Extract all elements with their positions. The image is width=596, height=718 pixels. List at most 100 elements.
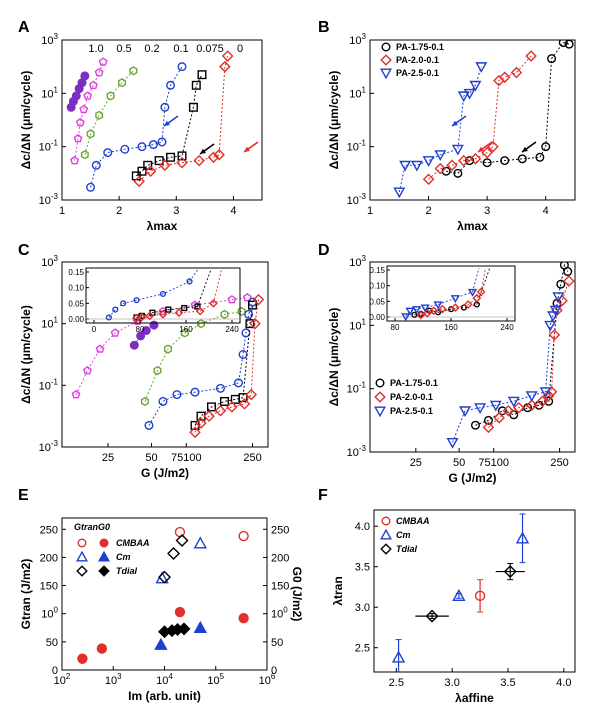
data-point <box>71 389 81 399</box>
data-point <box>158 396 168 406</box>
data-point <box>238 398 251 410</box>
data-point <box>71 91 81 101</box>
inset-point <box>476 287 486 297</box>
y-tick-label: 103 <box>349 254 366 269</box>
x-tick-label: 250 <box>550 457 568 469</box>
data-point <box>536 395 549 408</box>
x-tick-label: 250 <box>243 452 261 464</box>
data-point <box>175 534 189 548</box>
inset-series-line <box>414 304 477 316</box>
legend-entry: PA-2.5-0.1 <box>396 68 439 78</box>
inset-point <box>159 290 167 298</box>
legend-marker <box>76 565 88 577</box>
data-point <box>190 387 200 397</box>
data-point <box>552 292 565 303</box>
data-point <box>215 383 225 393</box>
data-point <box>166 80 176 90</box>
data-point <box>539 387 552 398</box>
legend-marker <box>374 391 386 403</box>
data-point <box>79 104 89 114</box>
x-axis-label: λmax <box>147 219 178 233</box>
x-tick-label: 103 <box>105 672 122 687</box>
x-tick-label: 102 <box>54 672 71 687</box>
panel-d <box>369 261 576 453</box>
data-point <box>238 530 249 542</box>
series-line <box>144 310 242 402</box>
data-point <box>177 151 187 161</box>
series-layer <box>446 262 575 449</box>
y-tick-label: 3.5 <box>355 562 370 574</box>
y-tick-label: 101 <box>41 85 58 100</box>
data-point <box>474 403 487 414</box>
data-point <box>498 71 511 84</box>
inset-point <box>195 306 205 316</box>
data-point <box>446 159 458 172</box>
data-point <box>547 311 560 323</box>
panel-f <box>373 509 576 673</box>
data-point <box>237 306 246 317</box>
panel-label-a: A <box>18 19 30 36</box>
inset-x-tick-label: 80 <box>391 323 400 332</box>
legend-entry: PA-2.0-0.1 <box>390 392 433 402</box>
data-point <box>94 67 104 77</box>
data-point <box>548 329 561 341</box>
inset-y-tick-label: 0.00 <box>68 315 84 324</box>
y-tick-label: 200 <box>40 552 58 564</box>
data-point <box>241 328 251 338</box>
plot-frame <box>61 39 263 201</box>
data-point <box>213 148 225 161</box>
series-line <box>428 55 532 180</box>
x-tick-label: 3.5 <box>500 677 515 689</box>
data-point <box>525 391 538 402</box>
legend-entry: 0.5 <box>116 43 131 55</box>
data-point <box>238 613 249 624</box>
x-tick-label: 75100 <box>478 457 509 469</box>
data-point <box>77 653 88 664</box>
series-line <box>452 296 559 443</box>
data-point <box>154 156 164 166</box>
transition-arrow-head <box>478 146 484 152</box>
x-axis-label: λmax <box>457 219 488 233</box>
data-point <box>510 66 523 79</box>
data-point <box>556 279 566 289</box>
data-point <box>248 300 258 310</box>
data-point <box>500 156 510 166</box>
series-layer <box>393 40 574 199</box>
y-tick-label: 10-3 <box>347 192 367 207</box>
data-point <box>91 160 101 170</box>
legend-header: Gtran <box>74 522 99 532</box>
data-point <box>103 148 113 158</box>
inset-point <box>433 301 443 310</box>
inset-point <box>467 288 478 297</box>
data-point <box>525 399 538 412</box>
inset-point <box>401 313 411 322</box>
data-point <box>163 344 173 354</box>
y-tick-label: 103 <box>41 254 58 269</box>
legend-marker <box>99 538 109 548</box>
inset-point <box>420 304 430 313</box>
data-point <box>551 304 563 317</box>
inset-x-tick-label: 160 <box>444 323 458 332</box>
data-point <box>193 620 208 633</box>
y-axis-label-right: G0 (J/m2) <box>290 567 304 622</box>
y-tick-label: 100 <box>41 606 58 621</box>
legend-marker <box>98 550 110 562</box>
panel-c <box>61 261 269 448</box>
data-point <box>457 154 470 167</box>
data-point <box>193 154 205 167</box>
x-tick-label: 106 <box>259 672 276 687</box>
data-point <box>160 102 170 112</box>
inset-series-rise <box>480 267 486 293</box>
data-point <box>399 160 412 172</box>
panel-label-b: B <box>318 19 330 36</box>
data-point <box>144 420 154 430</box>
y-tick-label: 103 <box>349 32 366 47</box>
data-point <box>481 146 493 159</box>
series-line <box>84 70 134 155</box>
data-point <box>148 140 158 150</box>
data-point <box>252 293 265 306</box>
data-point <box>515 531 530 544</box>
data-point <box>191 80 201 90</box>
data-point <box>188 102 198 112</box>
data-point <box>512 401 525 414</box>
